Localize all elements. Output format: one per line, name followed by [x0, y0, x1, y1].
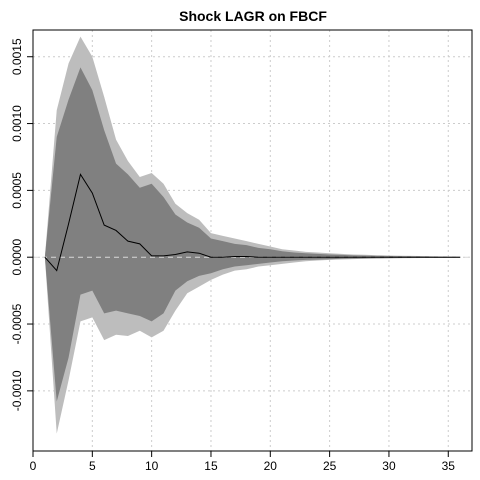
y-tick-label: 0.0005 — [10, 172, 24, 209]
chart-title: Shock LAGR on FBCF — [179, 8, 327, 24]
response-line — [44, 173, 461, 272]
x-tick-label: 5 — [89, 459, 96, 473]
line-layer — [44, 173, 461, 272]
x-tick-label: 20 — [264, 459, 278, 473]
x-tick-label: 15 — [204, 459, 218, 473]
y-tick-label: -0.0005 — [10, 303, 24, 344]
y-tick-label: 0.0010 — [10, 105, 24, 142]
band-layer — [44, 36, 461, 434]
x-tick-label: 0 — [30, 459, 37, 473]
x-tick-label: 10 — [145, 459, 159, 473]
x-tick-label: 35 — [442, 459, 456, 473]
y-axis: -0.0010 -0.0005 0.0000 0.0005 0.0010 0.0015 — [10, 38, 34, 411]
y-tick-label: 0.0000 — [10, 239, 24, 276]
outer-confidence-band — [44, 36, 461, 434]
y-tick-label: -0.0010 — [10, 370, 24, 411]
y-tick-label: 0.0015 — [10, 38, 24, 75]
x-tick-label: 30 — [382, 459, 396, 473]
x-axis: 0 5 10 15 20 25 30 35 — [30, 450, 456, 473]
inner-confidence-band — [44, 67, 461, 402]
x-tick-label: 25 — [323, 459, 337, 473]
